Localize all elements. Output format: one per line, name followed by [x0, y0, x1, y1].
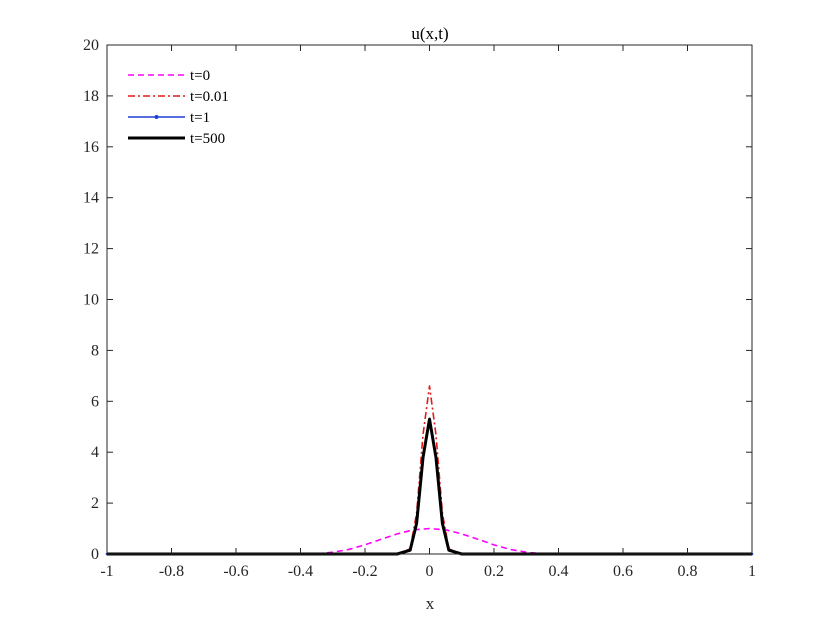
legend-marker-t=1 [154, 115, 159, 119]
y-tick-label: 4 [91, 444, 99, 461]
legend-entry-t=0: t=0 [190, 68, 210, 84]
x-tick-label: 1 [748, 563, 756, 580]
x-tick-label: 0.8 [678, 563, 698, 580]
x-tick-label: -0.2 [352, 563, 377, 580]
x-tick-label: -0.4 [288, 563, 313, 580]
legend-entry-t=500: t=500 [190, 131, 225, 147]
plot-area [105, 385, 754, 556]
x-tick-label: 0.6 [613, 563, 633, 580]
y-tick-label: 16 [83, 139, 99, 156]
y-tick-label: 6 [91, 393, 99, 410]
axes: -1 -0.8 -0.6 -0.4 -0.2 0 0.2 0.4 0.6 0.8 102468101… [83, 37, 756, 580]
y-tick-label: 8 [91, 342, 99, 359]
x-axis-label: x [426, 594, 435, 613]
series-line-t=1 [107, 418, 752, 555]
y-tick-label: 18 [83, 88, 99, 105]
legend: t=0 t=0.01 t=1 t=500 [128, 68, 229, 147]
x-tick-label: -0.8 [159, 563, 184, 580]
chart-title: u(x,t) [411, 24, 448, 43]
y-tick-label: 2 [91, 495, 99, 512]
y-tick-label: 0 [91, 546, 99, 563]
x-tick-label: -1 [100, 563, 113, 580]
legend-entry-t=1: t=1 [190, 110, 210, 126]
y-tick-label: 14 [83, 190, 99, 207]
series-line-t=500 [107, 417, 752, 556]
x-tick-label: -0.6 [223, 563, 248, 580]
series-line-t=0.01 [107, 385, 752, 555]
x-tick-label: 0.4 [549, 563, 569, 580]
y-tick-label: 12 [83, 241, 99, 258]
x-tick-label: 0 [426, 563, 434, 580]
y-tick-label: 10 [83, 292, 99, 309]
y-tick-label: 20 [83, 37, 99, 54]
x-tick-label: 0.2 [484, 563, 504, 580]
legend-entry-t=0.01: t=0.01 [190, 89, 229, 105]
